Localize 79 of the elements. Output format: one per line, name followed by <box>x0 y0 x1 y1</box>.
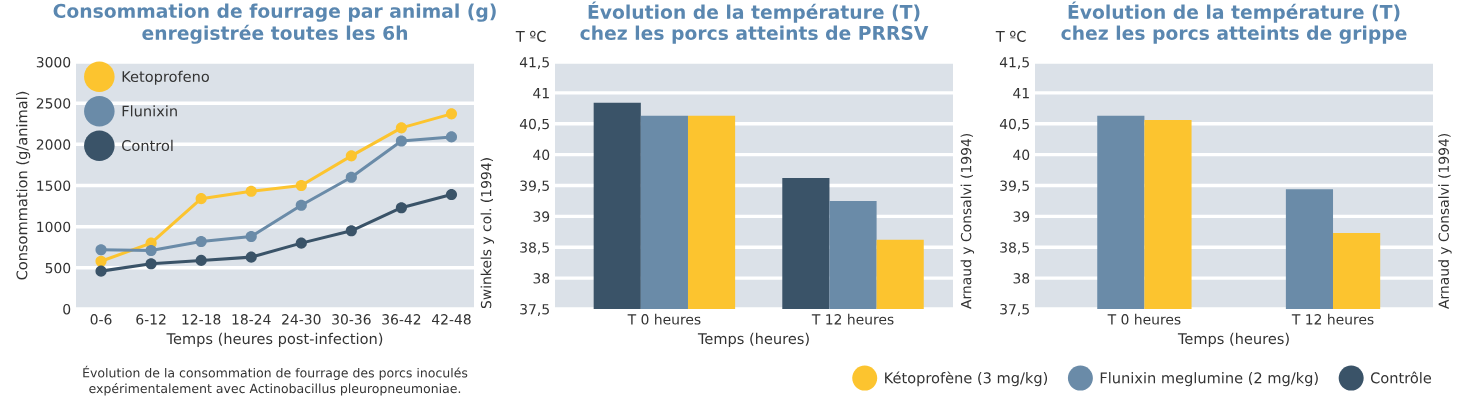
point <box>95 244 107 256</box>
point <box>395 135 407 147</box>
point <box>145 258 157 270</box>
point <box>245 251 257 263</box>
point <box>95 265 107 277</box>
x-axis-title: Temps (heures post-infection) <box>166 332 383 347</box>
x-tick-label: 42-48 <box>431 314 471 325</box>
y-tick-label: 38,5 <box>520 242 549 255</box>
text: Swinkels y col. (1994) <box>480 158 495 309</box>
y-tick-label: 3000 <box>36 56 71 68</box>
point <box>245 230 257 243</box>
point <box>395 122 407 134</box>
point <box>145 244 157 257</box>
y-axis-title: T ºC <box>515 30 546 42</box>
y-tick-label: 2500 <box>36 98 71 109</box>
point <box>345 171 357 183</box>
x-axis-title: Temps (heures) <box>1177 332 1289 347</box>
x-axis-title: Temps (heures) <box>697 332 809 347</box>
y-tick-label: 500 <box>45 262 71 274</box>
y-tick-label: 40 <box>1013 149 1030 161</box>
x-tick-label: 36-42 <box>382 314 421 325</box>
y-tick-label: 40 <box>533 149 550 161</box>
x-tick-label: 0-6 <box>90 314 112 325</box>
y-tick-label: 2000 <box>36 139 71 150</box>
x-tick-label: T 12 heures <box>1291 313 1374 325</box>
point <box>295 237 307 249</box>
y-tick-label: 40,5 <box>999 118 1029 131</box>
point <box>445 131 458 143</box>
y-tick-label: 37,5 <box>520 303 549 316</box>
legend-label: Flunixin meglumine (2 mg/kg) <box>1100 372 1318 387</box>
legend-label: Ketoprofeno <box>122 70 209 85</box>
y-tick-label: 40,5 <box>519 118 549 131</box>
legend-label: Control <box>122 139 173 152</box>
x-tick-label: T 0 heures <box>1107 313 1181 325</box>
point <box>95 255 107 267</box>
point <box>445 108 458 120</box>
point <box>295 199 307 211</box>
x-tick-label: 24-30 <box>282 314 321 325</box>
text: Évolution de la consommation de fourrage des porcs inoculés expérimentalement avec Actinobacillus pleuropneumoniae. <box>83 365 468 396</box>
legend-label: Contrôle <box>1370 371 1432 384</box>
y-tick-label: 41 <box>1013 88 1029 99</box>
y-tick-label: 37,5 <box>1000 303 1029 316</box>
x-tick-label: T 12 heures <box>811 313 894 325</box>
y-tick-label: 38,5 <box>1000 242 1029 255</box>
point <box>345 150 357 162</box>
chart-title: Consommation de fourrage par animal (g) enregistrée toutes les 6h <box>53 3 496 44</box>
point <box>345 225 357 237</box>
y-tick-label: 39,5 <box>1000 180 1029 193</box>
y-tick-label: 39 <box>1013 211 1030 222</box>
point <box>245 185 257 197</box>
legend-label: Kétoprofène (3 mg/kg) <box>885 371 1048 387</box>
text: Arnaud y Consalvi (1994) <box>1438 133 1452 309</box>
y-tick-label: 39,5 <box>520 180 549 193</box>
point <box>445 189 458 201</box>
text: Arnaud y Consalvi (1994) <box>960 133 975 309</box>
y-tick-label: 1500 <box>37 180 71 191</box>
y-tick-label: 38 <box>1013 273 1030 284</box>
legend-label: Flunixin <box>122 105 177 117</box>
y-tick-label: 39 <box>533 211 550 222</box>
x-tick-label: T 0 heures <box>627 313 701 325</box>
point <box>395 202 407 214</box>
point <box>195 235 207 248</box>
y-tick-label: 41 <box>533 88 549 99</box>
y-tick-label: 1000 <box>37 221 71 233</box>
chart-title: Évolution de la température (T) chez les porcs atteints de PRRSV <box>580 1 929 44</box>
y-axis-title: T ºC <box>995 30 1026 42</box>
x-tick-label: 12-18 <box>182 314 221 325</box>
y-tick-label: 0 <box>63 303 71 315</box>
chart-title: Évolution de la température (T) chez les porcs atteints de grippe <box>1061 1 1407 44</box>
y-axis-title: Consommation (g/animal) <box>16 91 31 280</box>
y-tick-label: 41,5 <box>999 57 1029 69</box>
y-tick-label: 38 <box>533 273 550 284</box>
point <box>195 254 207 266</box>
point <box>295 179 307 192</box>
x-tick-label: 6-12 <box>136 314 166 325</box>
y-tick-label: 41,5 <box>519 57 549 69</box>
x-tick-label: 18-24 <box>232 314 271 325</box>
x-tick-label: 30-36 <box>332 314 371 325</box>
point <box>195 193 207 205</box>
